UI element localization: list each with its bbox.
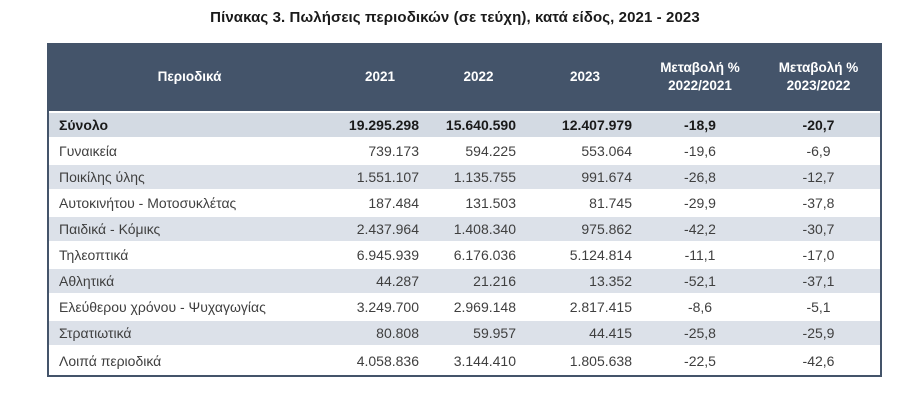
cell-value: -29,9 <box>643 191 757 217</box>
table-row: Αθλητικά 44.287 21.216 13.352 -52,1 -37,1 <box>49 269 880 295</box>
table-row: Ποικίλης ύλης 1.551.107 1.135.755 991.674 -2… <box>49 165 880 191</box>
cell-value: -20,7 <box>757 113 880 139</box>
table-row: Τηλεοπτικά 6.945.939 6.176.036 5.124.814 -11… <box>49 243 880 269</box>
cell-value: -37,8 <box>757 191 880 217</box>
cell-value: 187.484 <box>330 191 430 217</box>
table-row: Γυναικεία 739.173 594.225 553.064 -19,6 -6,9 <box>49 139 880 165</box>
magazine-sales-table: Περιοδικά 2021 2022 2023 Μεταβολή % 2022… <box>49 43 880 375</box>
cell-value: -22,5 <box>684 353 716 369</box>
col-header-2021: 2021 <box>330 43 430 113</box>
cell-value: -42,6 <box>802 353 835 369</box>
col-header-change-2023-2022: Μεταβολή % 2023/2022 <box>757 43 880 113</box>
row-label: Ελεύθερου χρόνου - Ψυχαγωγίας <box>49 295 330 321</box>
col-header-2022: 2022 <box>430 43 527 113</box>
cell-value: 739.173 <box>330 139 430 165</box>
row-label: Λοιπά περιοδικά <box>59 353 162 369</box>
cell-value: 4.058.836 <box>356 353 419 369</box>
cell-value: -5,1 <box>757 295 880 321</box>
col-header-change-2022-2021: Μεταβολή % 2022/2021 <box>643 43 757 113</box>
table-row: Αυτοκινήτου - Μοτοσυκλέτας 187.484 131.503… <box>49 191 880 217</box>
cell-value: 1.805.638 <box>569 353 632 369</box>
table-row-total: Σύνολο 19.295.298 15.640.590 12.407.979 -18,… <box>49 113 880 139</box>
cell-value: 2.817.415 <box>527 295 643 321</box>
cell-value: -42,2 <box>643 217 757 243</box>
magazine-sales-table-container: Περιοδικά 2021 2022 2023 Μεταβολή % 2022… <box>47 43 882 377</box>
row-label: Ποικίλης ύλης <box>49 165 330 191</box>
table-caption: Πίνακας 3. Πωλήσεις περιοδικών (σε τεύχη… <box>210 9 700 26</box>
cell-value: -17,0 <box>757 243 880 269</box>
cell-value: -6,9 <box>757 139 880 165</box>
row-label: Τηλεοπτικά <box>49 243 330 269</box>
cell-value: 3.144.410 <box>453 353 516 369</box>
cell-value: 131.503 <box>430 191 527 217</box>
table-row: Παιδικά - Κόμικς 2.437.964 1.408.340 975.86… <box>49 217 880 243</box>
cell-value: 975.862 <box>527 217 643 243</box>
cell-value: -11,1 <box>643 243 757 269</box>
cell-value: 15.640.590 <box>430 113 527 139</box>
table-row: Ελεύθερου χρόνου - Ψυχαγωγίας 3.249.700 2.… <box>49 295 880 321</box>
table-row: Λοιπά περιοδικά 4.058.836 3.144.410 1.805.6… <box>49 347 880 375</box>
cell-value: 59.957 <box>430 321 527 347</box>
row-label: Γυναικεία <box>49 139 330 165</box>
table-row: Στρατιωτικά 80.808 59.957 44.415 -25,8 -25,9 <box>49 321 880 347</box>
cell-value: 553.064 <box>527 139 643 165</box>
cell-value: 44.415 <box>527 321 643 347</box>
cell-value: 81.745 <box>527 191 643 217</box>
cell-value: -37,1 <box>757 269 880 295</box>
cell-value: 991.674 <box>527 165 643 191</box>
col-header-periodika: Περιοδικά <box>49 43 330 113</box>
cell-value: 21.216 <box>430 269 527 295</box>
table-header: Περιοδικά 2021 2022 2023 Μεταβολή % 2022… <box>49 43 880 113</box>
cell-value: 1.408.340 <box>430 217 527 243</box>
cell-value: -52,1 <box>643 269 757 295</box>
row-label: Αυτοκινήτου - Μοτοσυκλέτας <box>49 191 330 217</box>
table-body: Σύνολο 19.295.298 15.640.590 12.407.979 -18,… <box>49 113 880 375</box>
cell-value: -12,7 <box>757 165 880 191</box>
row-label: Παιδικά - Κόμικς <box>49 217 330 243</box>
cell-value: 19.295.298 <box>330 113 430 139</box>
cell-value: 594.225 <box>430 139 527 165</box>
cell-value: 13.352 <box>527 269 643 295</box>
cell-value: 2.437.964 <box>330 217 430 243</box>
cell-value: 80.808 <box>330 321 430 347</box>
cell-value: 2.969.148 <box>430 295 527 321</box>
cell-value: -19,6 <box>643 139 757 165</box>
cell-value: 5.124.814 <box>527 243 643 269</box>
cell-value: -30,7 <box>757 217 880 243</box>
cell-value: -26,8 <box>643 165 757 191</box>
cell-value: 6.945.939 <box>330 243 430 269</box>
cell-value: -18,9 <box>643 113 757 139</box>
cell-value: 44.287 <box>330 269 430 295</box>
row-label: Αθλητικά <box>49 269 330 295</box>
row-label: Στρατιωτικά <box>49 321 330 347</box>
col-header-2023: 2023 <box>527 43 643 113</box>
cell-value: -8,6 <box>643 295 757 321</box>
cell-value: 1.551.107 <box>330 165 430 191</box>
cell-value: 1.135.755 <box>430 165 527 191</box>
row-label: Σύνολο <box>49 113 330 139</box>
cell-value: -25,9 <box>757 321 880 347</box>
cell-value: 6.176.036 <box>430 243 527 269</box>
cell-value: -25,8 <box>643 321 757 347</box>
cell-value: 12.407.979 <box>527 113 643 139</box>
cell-value: 3.249.700 <box>330 295 430 321</box>
table-header-row: Περιοδικά 2021 2022 2023 Μεταβολή % 2022… <box>49 43 880 113</box>
